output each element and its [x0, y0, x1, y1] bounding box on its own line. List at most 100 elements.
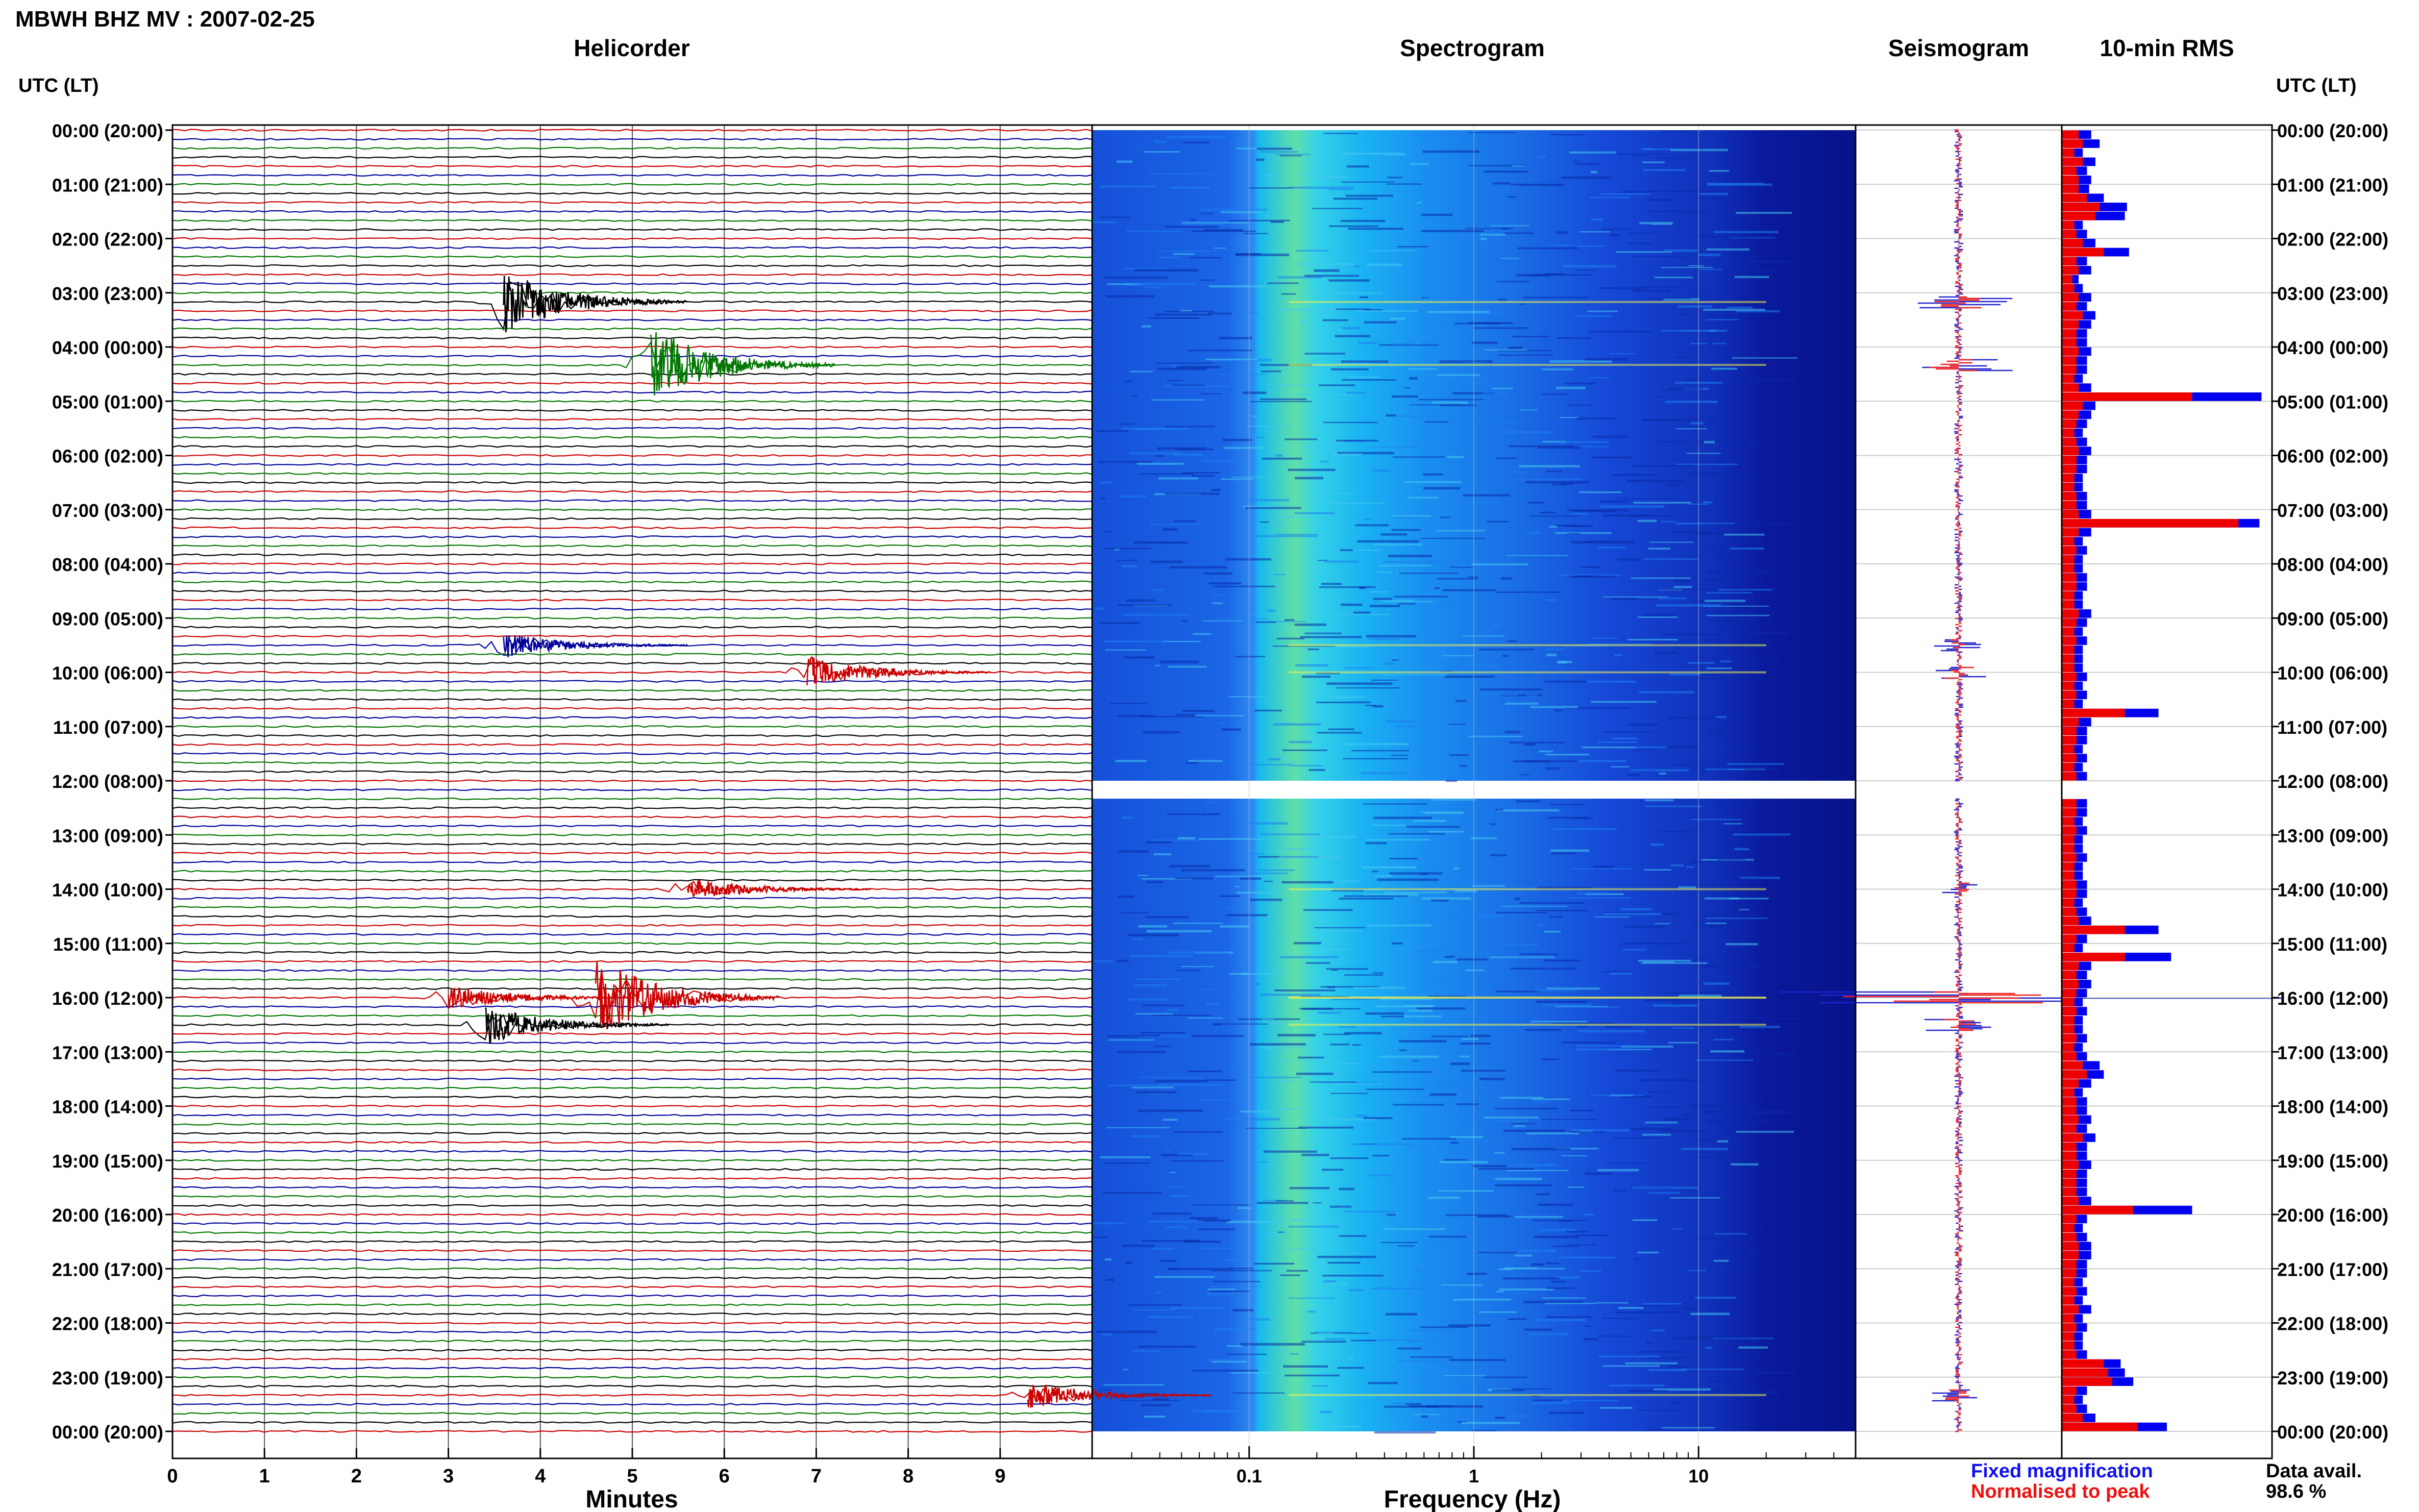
- spectrogram-speckle: [1231, 764, 1291, 765]
- spectrogram-speckle: [1340, 219, 1386, 222]
- rms-bar-normalised: [2062, 889, 2077, 898]
- spectrogram-speckle: [1518, 479, 1582, 480]
- spectrogram-speckle: [1153, 853, 1172, 856]
- spectrogram-speckle: [1238, 1318, 1270, 1321]
- rms-bar-normalised: [2062, 239, 2083, 247]
- spectrogram-speckle: [1676, 428, 1707, 430]
- spectrogram-speckle: [1366, 1088, 1424, 1090]
- spectrogram-speckle: [1214, 247, 1226, 249]
- spectrogram-speckle: [1177, 1153, 1208, 1155]
- rms-bar-normalised: [2062, 1422, 2138, 1431]
- spectrogram-speckle: [1643, 999, 1704, 1002]
- spectrogram-speckle: [1688, 1104, 1746, 1107]
- spectrogram-speckle: [1649, 210, 1706, 213]
- helicorder-trace: [172, 1430, 1093, 1433]
- spectrogram-speckle: [1702, 524, 1760, 525]
- helicorder-trace: [172, 490, 1093, 493]
- spectrogram-speckle: [1340, 549, 1353, 551]
- spectrogram-speckle: [1323, 1280, 1337, 1283]
- spectrogram-speckle: [1364, 321, 1397, 324]
- spectrogram-speckle: [1448, 382, 1489, 385]
- spectrogram-speckle: [1601, 1318, 1640, 1319]
- rms-bar-normalised: [2062, 754, 2077, 763]
- spectrogram-speckle: [1298, 1126, 1354, 1129]
- spectrogram-speckle: [1348, 376, 1380, 378]
- spectrogram-speckle: [1729, 554, 1738, 557]
- spectrogram-speckle: [1527, 531, 1540, 534]
- spectrogram-speckle: [1097, 461, 1152, 463]
- spectrogram-speckle: [1344, 1032, 1382, 1034]
- spectrogram-speckle: [1503, 232, 1535, 234]
- spectrogram-speckle: [1471, 1430, 1497, 1431]
- spectrogram-speckle: [1207, 1359, 1232, 1361]
- spectrogram-speckle: [1458, 1421, 1467, 1423]
- spectrogram-speckle: [1656, 440, 1684, 443]
- spectrogram-speckle: [1740, 1018, 1799, 1020]
- spectrogram-speckle: [1409, 377, 1418, 380]
- spectrogram-speckle: [1235, 886, 1240, 887]
- spectrogram-speckle: [1455, 889, 1477, 893]
- helicorder-trace: [172, 246, 1093, 249]
- rms-bar-normalised: [2062, 130, 2079, 139]
- spectrogram-speckle: [1150, 173, 1213, 175]
- spectrogram-speckle: [1331, 998, 1380, 1000]
- spectrogram-speckle: [1393, 1104, 1444, 1106]
- spectrogram-speckle: [1408, 1009, 1433, 1012]
- hour-label-left: 16:00 (12:00): [52, 988, 163, 1009]
- spectrogram-speckle: [1258, 869, 1295, 871]
- spectrogram-speckle: [1679, 313, 1687, 315]
- spectrogram-speckle: [1158, 477, 1198, 480]
- helicorder-trace: [172, 255, 1093, 258]
- hour-label-right: 01:00 (21:00): [2277, 175, 2388, 195]
- spectrogram-speckle: [1134, 283, 1197, 286]
- spectrogram-speckle: [1714, 557, 1744, 558]
- spectrogram-speckle: [1337, 1367, 1364, 1369]
- helicorder-trace: [172, 1150, 1093, 1153]
- spectrogram-speckle: [1724, 270, 1776, 272]
- spectrogram-speckle: [1421, 297, 1429, 299]
- spectrogram-speckle: [1152, 1247, 1174, 1250]
- spectrogram-speckle: [1168, 1268, 1234, 1270]
- spectrogram-speckle: [1322, 1275, 1384, 1277]
- spectrogram-speckle: [1103, 548, 1151, 550]
- spectrogram-speckle: [1446, 1214, 1507, 1216]
- spectrogram-speckle: [1441, 1216, 1475, 1219]
- helicorder-trace: [172, 924, 1093, 927]
- helicorder-trace: [172, 1077, 1092, 1081]
- spectrogram-speckle: [1173, 253, 1195, 255]
- spectrogram-speckle: [1565, 707, 1631, 709]
- helicorder-trace: [172, 341, 1093, 383]
- spectrogram-speckle: [1410, 163, 1429, 165]
- spectrogram-speckle: [1531, 1395, 1541, 1397]
- spectrogram-speckle: [1706, 922, 1726, 924]
- rms-bar-normalised: [2062, 392, 2192, 401]
- helicorder-trace: [172, 445, 1093, 448]
- spectrogram-speckle: [1412, 1060, 1419, 1061]
- spectrogram-speckle: [1210, 1291, 1250, 1292]
- spectrogram-speckle: [1211, 1270, 1272, 1272]
- spectrogram-speckle: [1263, 1047, 1280, 1049]
- spectrogram-speckle: [1142, 325, 1151, 328]
- spectrogram-speckle: [1181, 224, 1226, 226]
- spectrogram-speckle: [1442, 655, 1475, 657]
- spectrogram-speckle: [1250, 401, 1312, 403]
- helicorder-trace: [172, 1303, 1093, 1306]
- rms-bar-normalised: [2062, 275, 2072, 284]
- rms-bar-normalised: [2062, 329, 2077, 338]
- rms-bar-normalised: [2062, 980, 2079, 988]
- spectrogram-speckle: [1567, 1244, 1596, 1246]
- spectrogram-speckle: [1166, 1226, 1187, 1228]
- spectrogram-speckle: [1437, 1144, 1472, 1146]
- rms-bar-normalised: [2062, 1332, 2075, 1341]
- spectrogram-speckle: [1602, 514, 1654, 517]
- spectrogram-layer: [1092, 125, 1856, 1458]
- spectrogram-speckle: [1138, 875, 1148, 876]
- spectrogram-speckle: [1713, 1038, 1734, 1040]
- spectrogram-speckle: [1395, 726, 1416, 727]
- spectrogram-speckle: [1360, 586, 1365, 589]
- spectrogram-speckle: [1538, 446, 1581, 449]
- spectrogram-speckle: [1479, 1077, 1505, 1080]
- spectrogram-speckle: [1274, 154, 1311, 155]
- hour-label-right: 08:00 (04:00): [2277, 554, 2388, 575]
- spectrogram-speckle: [1267, 282, 1299, 284]
